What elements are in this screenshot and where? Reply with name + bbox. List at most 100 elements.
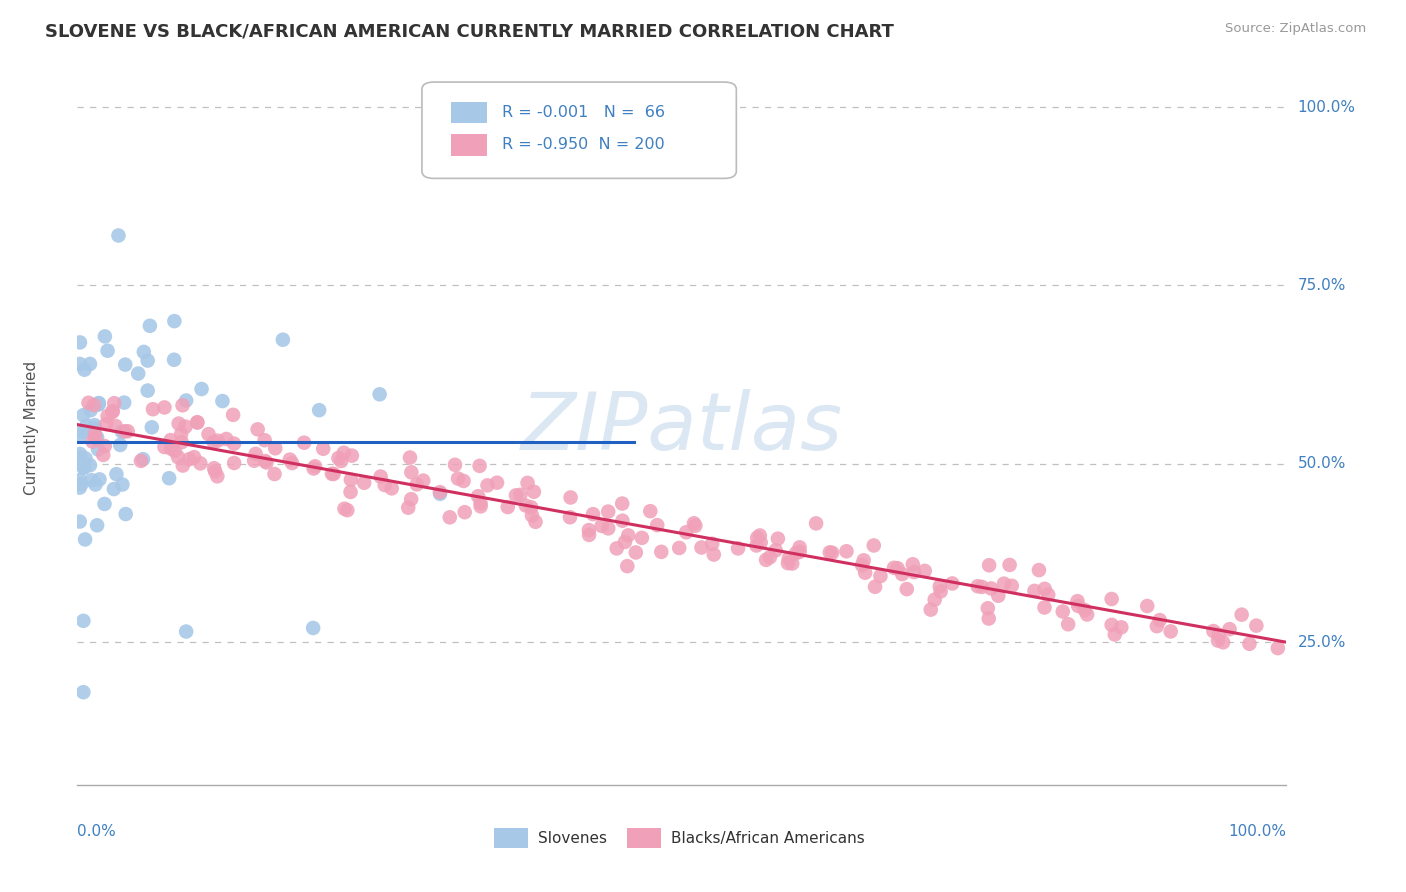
Point: [253, 434, 276, 448]
Point: [84, 431, 107, 445]
Point: [94, 329, 117, 343]
Point: [207, 434, 229, 448]
Point: [980, 582, 1002, 596]
Point: [524, 515, 547, 529]
Point: [690, 541, 713, 555]
Point: [578, 528, 600, 542]
Point: [920, 602, 942, 616]
Point: [188, 456, 211, 470]
Point: [87, 397, 110, 411]
Point: [75, 451, 97, 466]
Text: Slovenes: Slovenes: [538, 831, 607, 846]
Point: [444, 458, 467, 472]
Point: [69, 473, 91, 487]
Point: [93, 497, 115, 511]
Point: [160, 442, 183, 456]
Point: [668, 541, 690, 555]
Point: [1033, 600, 1056, 615]
Text: 25.0%: 25.0%: [1298, 635, 1346, 649]
Point: [292, 435, 315, 450]
Point: [132, 345, 155, 359]
Point: [645, 518, 668, 533]
Point: [979, 558, 1001, 573]
Point: [76, 424, 98, 438]
Point: [340, 473, 363, 487]
Point: [308, 403, 330, 417]
Point: [97, 409, 120, 423]
Point: [886, 561, 908, 575]
Point: [1230, 607, 1253, 622]
Point: [399, 492, 422, 507]
Point: [197, 427, 219, 442]
Point: [785, 546, 807, 560]
Point: [103, 396, 125, 410]
Text: Currently Married: Currently Married: [24, 361, 39, 495]
Point: [339, 485, 361, 500]
Point: [374, 478, 396, 492]
Point: [970, 580, 993, 594]
Point: [179, 452, 201, 467]
Point: [101, 404, 124, 418]
Text: Blacks/African Americans: Blacks/African Americans: [671, 831, 865, 846]
Point: [304, 459, 326, 474]
Text: SLOVENE VS BLACK/AFRICAN AMERICAN CURRENTLY MARRIED CORRELATION CHART: SLOVENE VS BLACK/AFRICAN AMERICAN CURREN…: [45, 22, 894, 40]
Point: [69, 335, 91, 350]
Point: [111, 425, 134, 439]
Point: [776, 556, 799, 570]
Point: [429, 485, 451, 500]
Point: [1212, 635, 1234, 649]
Point: [558, 510, 581, 524]
Point: [412, 474, 434, 488]
Point: [302, 621, 325, 635]
Point: [101, 405, 124, 419]
Point: [79, 357, 101, 371]
Point: [515, 499, 537, 513]
Point: [73, 458, 96, 473]
Point: [84, 426, 107, 441]
Point: [749, 535, 772, 549]
Point: [835, 544, 858, 558]
Point: [520, 508, 543, 523]
Point: [650, 545, 672, 559]
Text: 75.0%: 75.0%: [1298, 278, 1346, 293]
Point: [928, 579, 950, 593]
Point: [222, 408, 245, 422]
Point: [114, 507, 136, 521]
Point: [245, 447, 267, 461]
Point: [340, 449, 363, 463]
Text: ZIPatlas: ZIPatlas: [520, 389, 844, 467]
Point: [129, 454, 152, 468]
Point: [243, 453, 266, 467]
Point: [83, 398, 105, 412]
Point: [153, 401, 176, 415]
Point: [77, 396, 100, 410]
Point: [987, 589, 1010, 603]
Point: [862, 539, 884, 553]
Point: [211, 394, 233, 409]
Point: [246, 422, 269, 436]
Point: [789, 545, 811, 559]
Point: [87, 442, 110, 457]
Point: [136, 384, 159, 398]
Point: [107, 228, 129, 243]
Point: [1038, 588, 1060, 602]
Point: [336, 503, 359, 517]
Point: [91, 448, 114, 462]
Point: [333, 501, 356, 516]
Point: [453, 474, 475, 488]
Point: [703, 548, 725, 562]
Point: [759, 550, 782, 565]
Point: [765, 543, 787, 558]
Point: [1104, 627, 1126, 641]
Point: [73, 460, 96, 475]
Point: [624, 545, 647, 559]
Point: [520, 500, 543, 515]
Point: [117, 424, 139, 438]
Point: [111, 477, 134, 491]
Text: 50.0%: 50.0%: [1298, 457, 1346, 471]
Point: [72, 685, 94, 699]
Point: [153, 440, 176, 454]
Point: [1001, 579, 1024, 593]
Point: [353, 475, 375, 490]
Point: [614, 535, 637, 549]
